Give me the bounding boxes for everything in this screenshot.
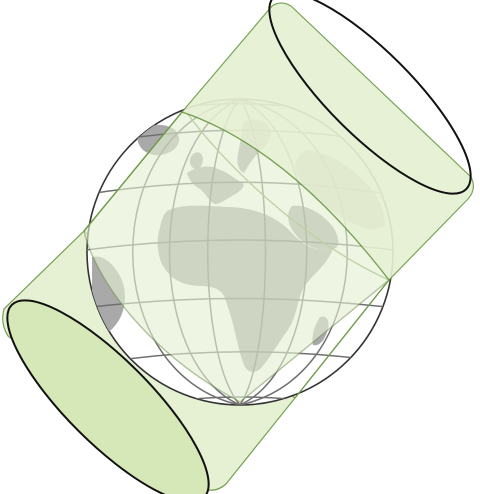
cylinder-upper-mouth xyxy=(268,0,472,195)
cylinder-edge-right xyxy=(294,279,390,399)
cylinder-edge-left xyxy=(83,111,183,232)
cylinder-lower-mouth xyxy=(6,299,210,494)
cylinder-upper-body xyxy=(180,2,474,281)
